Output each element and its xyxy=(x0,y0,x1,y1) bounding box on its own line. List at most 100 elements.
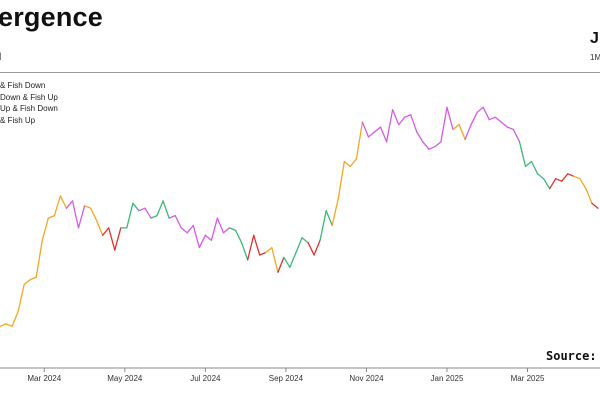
series-segment xyxy=(530,160,539,175)
x-tick-label: Mar 2025 xyxy=(511,374,545,383)
series-segment xyxy=(307,242,315,256)
x-tick-label: Jan 2025 xyxy=(431,374,464,383)
series-segment xyxy=(512,128,521,143)
series-segment xyxy=(319,210,327,241)
series-segment xyxy=(253,234,261,256)
series-segment xyxy=(494,116,502,123)
series-segment xyxy=(198,234,207,249)
legend-item: & Fish Up xyxy=(0,115,36,125)
chart-legend: & Fish Down Down & Fish Up Up & Fish Dow… xyxy=(0,80,58,126)
series-segment xyxy=(343,160,351,168)
series-segment xyxy=(385,109,394,143)
series-segment xyxy=(283,256,291,268)
series-segment xyxy=(579,178,587,190)
x-tick-label: Mar 2024 xyxy=(27,374,61,383)
corner-title-fragment: J xyxy=(590,30,599,47)
series-segment xyxy=(561,173,569,182)
series-segment xyxy=(210,217,219,241)
series-segment xyxy=(240,242,249,261)
series-segment xyxy=(542,178,551,190)
series-segment xyxy=(349,158,358,168)
series-segment xyxy=(150,214,158,219)
header-divider xyxy=(0,72,600,73)
series-segment xyxy=(313,239,321,256)
series-segment xyxy=(271,246,279,273)
series-segment xyxy=(53,195,62,217)
series-segment xyxy=(524,160,533,168)
series-segment xyxy=(144,207,152,219)
series-segment xyxy=(549,178,557,190)
series-segment xyxy=(83,205,92,209)
series-segment xyxy=(95,219,104,236)
series-segment xyxy=(126,202,134,229)
series-segment xyxy=(180,227,188,234)
x-tick-label: May 2024 xyxy=(107,374,143,383)
series-segment xyxy=(482,106,490,121)
series-segment xyxy=(259,251,267,256)
series-segment xyxy=(434,141,442,148)
series-segment xyxy=(398,116,406,126)
series-segment xyxy=(301,237,309,244)
series-segment xyxy=(29,276,37,281)
series-segment xyxy=(585,187,593,204)
series-segment xyxy=(355,121,364,160)
x-tick-label: Nov 2024 xyxy=(349,374,384,383)
page-title: ergence xyxy=(0,2,103,32)
series-segment xyxy=(446,106,454,131)
series-segment xyxy=(41,217,49,241)
x-tick-label: Jul 2024 xyxy=(190,374,221,383)
series-segment xyxy=(506,126,515,131)
series-segment xyxy=(391,109,400,126)
series-segment xyxy=(156,200,164,217)
series-segment xyxy=(331,197,339,227)
series-segment xyxy=(379,126,388,143)
series-segment xyxy=(325,210,333,227)
series-segment xyxy=(89,207,98,222)
series-segment xyxy=(168,214,176,219)
legend-item: Down & Fish Up xyxy=(0,92,58,102)
series-segment xyxy=(416,131,424,143)
series-segment xyxy=(404,114,412,118)
series-segment xyxy=(422,141,430,150)
series-segment xyxy=(410,114,418,133)
series-segment xyxy=(476,106,484,113)
series-segment xyxy=(428,146,436,150)
series-segment xyxy=(228,227,237,232)
series-segment xyxy=(591,202,599,209)
x-tick-label: Sep 2024 xyxy=(269,374,304,383)
x-tick-layer: Mar 2024 May 2024 Jul 2024 Sep 2024 Nov 2024… xyxy=(27,368,545,383)
series-segment xyxy=(518,141,527,168)
series-segment xyxy=(77,205,86,229)
series-segment xyxy=(216,217,225,234)
series-segment xyxy=(289,251,297,268)
series-segment xyxy=(47,214,56,219)
series-segment xyxy=(17,283,25,313)
series-segment xyxy=(71,200,80,229)
series-segment xyxy=(11,310,19,327)
series-segment xyxy=(132,202,140,212)
series-segment xyxy=(222,227,231,234)
series-segment xyxy=(470,111,478,126)
series-segment xyxy=(234,229,243,244)
series-segment xyxy=(265,246,273,254)
corner-subtitle: 1M xyxy=(590,53,600,62)
series-segment xyxy=(452,123,460,131)
series-segment xyxy=(361,121,370,138)
series-segment xyxy=(277,256,285,273)
series-segment xyxy=(373,126,382,133)
series-segment xyxy=(65,200,74,209)
series-segment xyxy=(35,239,43,278)
series-segment xyxy=(500,121,509,128)
series-segment xyxy=(440,106,448,143)
series-segment xyxy=(5,323,13,327)
legend-item: Up & Fish Down xyxy=(0,104,58,113)
series-layer xyxy=(0,106,599,327)
series-segment xyxy=(295,237,303,254)
series-segment xyxy=(108,227,116,251)
series-segment xyxy=(138,207,146,212)
series-segment xyxy=(488,116,496,121)
series-segment xyxy=(204,234,213,241)
subtitle-fragment: l xyxy=(0,52,2,63)
series-segment xyxy=(555,178,563,182)
